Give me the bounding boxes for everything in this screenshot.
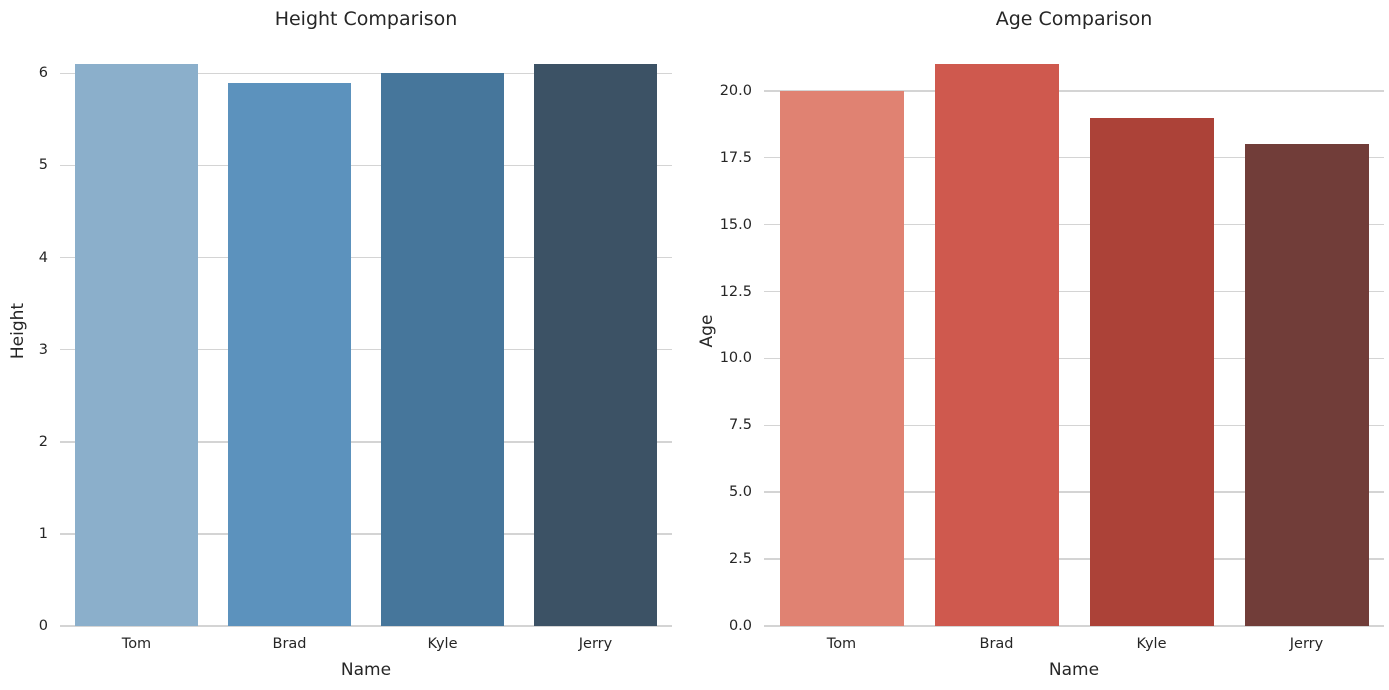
y-tick-label: 0.0 xyxy=(728,618,752,634)
y-tick-label: 12.5 xyxy=(719,283,752,300)
y-axis-label: Age xyxy=(697,314,717,348)
gridline xyxy=(60,256,672,259)
y-tick-label: 17.5 xyxy=(719,149,752,166)
y-tick-label: 3 xyxy=(38,341,48,358)
y-tick-label: 0 xyxy=(38,618,48,634)
plot-area: 0.0 2.5 5.0 7.5 10.0 12.5 15.0 17.5 20.0 Tom Brad K… xyxy=(720,36,1384,652)
y-tick-label: 2 xyxy=(38,433,48,450)
gridline xyxy=(60,72,672,75)
y-tick-label: 1 xyxy=(38,525,48,542)
gridline xyxy=(60,533,672,535)
gridline xyxy=(764,491,1384,493)
y-tick-label: 20.0 xyxy=(719,82,752,99)
gridline xyxy=(764,558,1384,560)
x-tick-label: Jerry xyxy=(578,636,613,652)
x-tick-label: Kyle xyxy=(427,636,458,652)
gridline xyxy=(60,441,672,443)
chart-title: Age Comparison xyxy=(995,8,1153,30)
bar-tom xyxy=(779,90,904,626)
y-tick-label: 10.0 xyxy=(719,350,752,367)
y-tick-label: 6 xyxy=(38,65,48,82)
x-tick-label: Tom xyxy=(826,636,857,652)
gridline xyxy=(764,90,1384,92)
gridline xyxy=(764,156,1384,159)
x-tick-label: Jerry xyxy=(1289,636,1324,652)
chart-title: Height Comparison xyxy=(274,8,458,30)
y-tick-label: 5 xyxy=(38,157,48,174)
bar-kyle xyxy=(381,73,504,626)
gridline xyxy=(764,424,1384,427)
y-tick-label: 4 xyxy=(38,249,48,266)
y-tick-label: 2.5 xyxy=(728,551,752,568)
x-axis-label: Name xyxy=(340,660,392,680)
x-tick-label: Brad xyxy=(272,636,307,652)
gridline xyxy=(764,290,1384,293)
plot-area: 0 1 2 3 4 5 6 Tom Brad Kyle Jerry xyxy=(39,36,672,652)
y-tick-label: 7.5 xyxy=(728,417,752,434)
gridline xyxy=(764,625,1384,627)
x-tick-label: Tom xyxy=(121,636,152,652)
gridline xyxy=(60,348,672,351)
bar-brad xyxy=(934,64,1059,626)
bar-kyle xyxy=(1089,117,1214,626)
gridline xyxy=(60,164,672,167)
y-tick-label: 15.0 xyxy=(719,216,752,233)
y-tick-label: 5.0 xyxy=(728,484,752,501)
bar-tom xyxy=(75,64,198,626)
gridline xyxy=(764,223,1384,226)
x-tick-label: Brad xyxy=(979,636,1014,652)
gridline xyxy=(60,625,672,627)
gridline xyxy=(764,357,1384,360)
x-tick-label: Kyle xyxy=(1136,636,1167,652)
bar-jerry xyxy=(1244,144,1369,626)
bar-brad xyxy=(228,82,351,626)
x-axis-label: Name xyxy=(1048,660,1100,680)
bar-jerry xyxy=(534,64,657,626)
